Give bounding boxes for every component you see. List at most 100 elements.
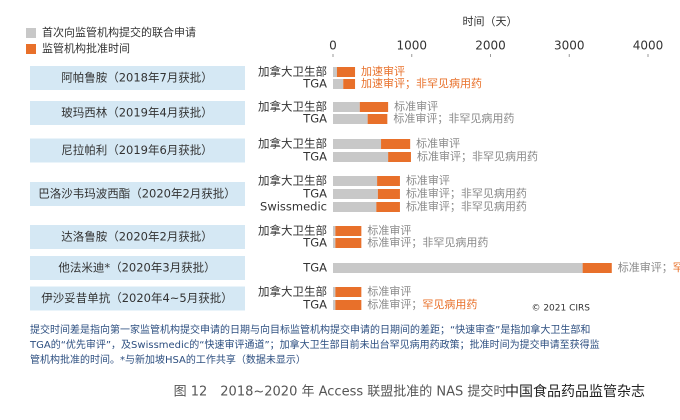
note-part: 标准审评；非罕见病用药 [367,235,488,249]
agency-label: TGA [302,298,327,312]
agency-label: TGA [302,236,327,250]
legend-label: 首次向监管机构提交的联合申请 [42,25,196,39]
note-part: 标准审评；非罕见病用药 [406,199,527,213]
x-tick-label: 4000 [633,39,664,53]
bar-segment [333,287,336,297]
bar-note: 标准审评 [394,99,438,113]
bar-note: 标准审评；非罕见病用药 [406,199,527,213]
note-part: 标准审评 [367,223,411,237]
agency-label: TGA [302,261,327,275]
note-part: 标准审评； [367,297,422,311]
note-part: 标准审评； [618,260,673,274]
bar-segment [333,189,378,199]
agency-label: TGA [302,77,327,91]
bar-segment [335,226,362,236]
bar-segment [333,176,378,186]
drug-box [30,256,245,280]
agency-label: 加拿大卫生部 [258,285,327,299]
bar-segment [333,226,336,236]
caption: 图 12 2018~2020 年 Access 联盟批准的 NAS 提交时 [174,384,507,400]
agency-label: Swissmedic [260,200,327,214]
drug-label: 巴洛沙韦玛波西酯（2020年2月获批） [38,187,236,201]
bar-note: 标准审评 [416,136,460,150]
bar-segment [335,238,362,248]
drug-label: 他法米迪*（2020年3月获批） [58,261,215,275]
bar-segment [333,263,583,273]
bar-segment [335,300,362,310]
drug-label: 尼拉帕利（2019年6月获批） [61,143,213,157]
note-part: 加速审评；非罕见病用药 [361,76,482,90]
bar-segment [359,102,389,112]
drug-label: 达洛鲁胺（2020年2月获批） [61,230,213,244]
bar-segment [367,114,388,124]
footnote: 提交时间差是指向第一家监管机构提交申请的日期与向目标监管机构提交申请的日期间的差… [30,323,590,336]
note-part: 罕见病用药 [422,297,477,311]
bar-segment [582,263,612,273]
bar-note: 标准审评；非罕见病用药 [393,111,514,125]
agency-label: TGA [302,150,327,164]
bar-segment [333,114,368,124]
drug-box [30,138,245,163]
bar-segment [333,202,377,212]
legend-swatch [26,28,36,38]
bar-note: 加速审评 [361,64,405,78]
bar-segment [333,102,360,112]
copyright: © 2021 CIRS [531,304,590,314]
bar-note: 标准审评；非罕见病用药 [406,186,527,200]
bar-note: 标准审评 [406,173,450,187]
bar-note: 标准审评 [367,223,411,237]
drug-box [30,182,245,206]
note-part: 罕见病用药 [673,260,680,274]
bar-segment [336,67,356,77]
note-part: 标准审评 [394,99,438,113]
x-tick-label: 3000 [554,39,585,53]
bar-segment [333,300,336,310]
agency-label: TGA [302,112,327,126]
agency-label: 加拿大卫生部 [258,100,327,114]
legend-label: 监管机构批准时间 [42,41,130,55]
agency-label: 加拿大卫生部 [258,174,327,188]
drug-box [30,66,245,90]
drug-label: 阿帕鲁胺（2018年7月获批） [61,71,213,85]
bar-segment [343,79,356,89]
agency-label: TGA [302,187,327,201]
agency-label: 加拿大卫生部 [258,65,327,79]
bar-note: 标准审评；非罕见病用药 [367,235,488,249]
x-tick-label: 2000 [475,39,506,53]
note-part: 加速审评 [361,64,405,78]
footnote: 管机构批准的时间。*与新加坡HSA的工作共享（数据未显示） [30,353,306,366]
bar-segment [377,189,400,199]
bar-note: 标准审评；非罕见病用药 [417,149,538,163]
legend-swatch [26,44,36,54]
bar-note: 标准审评；罕见病用药 [618,260,680,274]
bar-segment [376,202,400,212]
drug-label: 伊沙妥昔单抗（2020年4~5月获批） [41,291,233,305]
bar-segment [333,238,336,248]
agency-label: 加拿大卫生部 [258,224,327,238]
bar-note: 标准审评 [367,284,411,298]
bar-note: 加速审评；非罕见病用药 [361,76,482,90]
drug-box [30,225,245,249]
bar-segment [388,152,411,162]
note-part: 标准审评；非罕见病用药 [393,111,514,125]
drug-box [30,286,245,311]
bar-segment [333,79,344,89]
bar-segment [377,176,400,186]
bar-note: 标准审评；罕见病用药 [367,297,477,311]
bar-segment [381,139,411,149]
note-part: 标准审评 [406,173,450,187]
bar-segment [335,287,362,297]
note-part: 标准审评 [416,136,460,150]
watermark: 中国食品药品监管杂志 [505,383,645,400]
bar-segment [333,152,389,162]
note-part: 标准审评；非罕见病用药 [406,186,527,200]
axis-title: 时间（天） [463,15,518,28]
note-part: 标准审评 [367,284,411,298]
note-part: 标准审评；非罕见病用药 [417,149,538,163]
drug-box [30,101,245,125]
x-tick-label: 1000 [396,39,427,53]
bar-segment [333,139,382,149]
x-tick-label: 0 [329,39,337,53]
footnote: TGA的“优先审评”，及Swissmedic的“快速审评通道”；加拿大卫生部目前… [29,338,600,351]
